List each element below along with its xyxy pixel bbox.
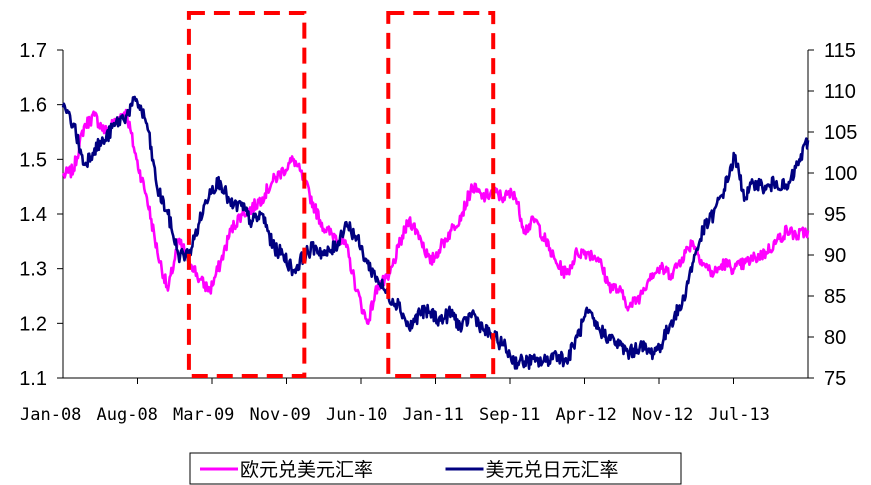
- right-y-tick-label: 115: [824, 40, 856, 62]
- x-tick-label: Jun-10: [326, 405, 387, 425]
- right-y-tick-label: 100: [824, 163, 857, 185]
- right-y-tick-label: 85: [824, 286, 846, 308]
- x-tick-label: Nov-12: [632, 405, 693, 425]
- x-tick-label: Aug-08: [97, 405, 158, 425]
- left-y-tick-label: 1.3: [19, 259, 47, 281]
- x-tick-label: Jan-11: [403, 405, 464, 425]
- left-y-tick-label: 1.6: [19, 95, 47, 117]
- legend: 欧元兑美元汇率 美元兑日元汇率: [189, 452, 682, 485]
- left-y-tick-label: 1.2: [19, 313, 47, 335]
- annotation-layer: [186, 11, 496, 378]
- tick-labels: 1.1 1.2 1.3 1.4 1.5 1.6 1.7 75 80 85 90 95 100 105 110…: [19, 40, 857, 425]
- series-line-eurusd: [61, 108, 810, 326]
- left-y-tick-label: 1.5: [19, 149, 47, 171]
- legend-label: 欧元兑美元汇率: [240, 459, 373, 481]
- left-y-tick-label: 1.4: [19, 204, 47, 226]
- right-y-tick-label: 80: [824, 327, 846, 349]
- right-y-tick-label: 105: [824, 122, 857, 144]
- x-tick-label: Jan-08: [20, 405, 81, 425]
- series-layer: [61, 95, 810, 371]
- left-y-tick-label: 1.7: [19, 40, 47, 62]
- x-tick-label: Jul-13: [709, 405, 770, 425]
- right-y-tick-label: 95: [824, 204, 846, 226]
- right-y-tick-label: 90: [824, 245, 846, 267]
- right-y-tick-label: 75: [824, 368, 846, 390]
- right-y-tick-label: 110: [824, 81, 856, 103]
- x-tick-label: Apr-12: [556, 405, 617, 425]
- dashed-highlight-box-1: [186, 11, 307, 378]
- dashed-highlight-box-2: [386, 11, 496, 378]
- series-line-usdjpy: [61, 95, 810, 371]
- legend-box: [189, 452, 682, 485]
- x-tick-label: Nov-09: [250, 405, 311, 425]
- x-tick-label: Sep-11: [479, 405, 540, 425]
- legend-label: 美元兑日元汇率: [486, 459, 619, 481]
- left-y-tick-label: 1.1: [19, 368, 47, 390]
- x-tick-label: Mar-09: [173, 405, 234, 425]
